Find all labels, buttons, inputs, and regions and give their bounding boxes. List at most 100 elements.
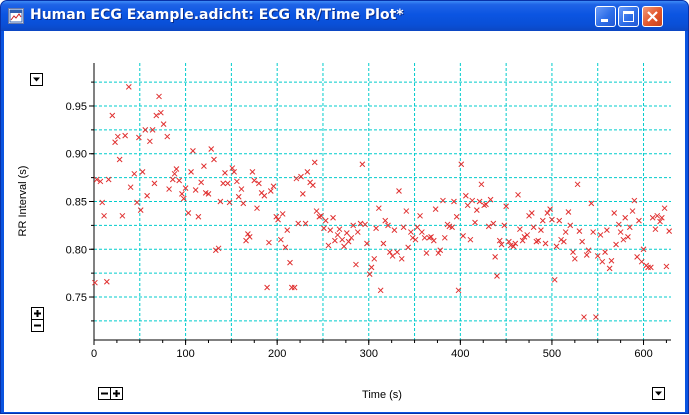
data-point xyxy=(336,226,343,233)
data-point xyxy=(318,212,324,219)
x-tick-label: 500 xyxy=(543,348,561,360)
data-point xyxy=(270,183,277,190)
window-title: Human ECG Example.adicht: ECG RR/Time Pl… xyxy=(30,7,404,23)
data-point xyxy=(501,222,508,229)
data-point xyxy=(101,212,107,219)
data-point xyxy=(267,188,274,194)
data-point xyxy=(284,227,291,234)
data-point xyxy=(299,191,306,197)
y-zoom-out-button[interactable] xyxy=(31,319,44,332)
data-point xyxy=(127,184,134,191)
data-point xyxy=(321,225,327,232)
data-point xyxy=(114,133,121,140)
data-point xyxy=(652,226,659,233)
x-tick-label: 600 xyxy=(634,348,652,360)
data-point xyxy=(588,200,595,207)
data-point xyxy=(357,220,364,227)
data-point xyxy=(613,241,619,248)
data-point xyxy=(353,261,359,268)
data-point xyxy=(441,234,448,241)
data-point xyxy=(327,227,334,234)
data-point xyxy=(125,84,132,90)
data-point xyxy=(142,127,149,133)
x-axis-title: Time (s) xyxy=(362,389,402,401)
data-point xyxy=(330,214,336,221)
data-point xyxy=(382,217,389,224)
data-point xyxy=(266,239,272,246)
data-point xyxy=(366,271,373,277)
data-point xyxy=(251,177,258,184)
data-point xyxy=(201,163,207,170)
data-point xyxy=(293,175,300,182)
data-point xyxy=(166,186,172,192)
data-point xyxy=(634,254,640,260)
x-scale-menu-button[interactable] xyxy=(652,387,665,400)
data-point xyxy=(164,133,171,140)
data-point xyxy=(282,244,289,251)
grid-layer xyxy=(94,63,671,340)
y-scale-menu-button[interactable] xyxy=(30,73,43,86)
x-zoom-in-button[interactable] xyxy=(110,387,123,400)
data-point xyxy=(403,208,410,214)
data-point xyxy=(245,231,251,237)
data-point xyxy=(298,173,304,180)
data-point xyxy=(386,249,393,255)
data-point xyxy=(238,186,245,192)
y-tick-label: 0.80 xyxy=(66,244,87,256)
data-point xyxy=(375,205,382,212)
data-point xyxy=(254,205,260,212)
data-point xyxy=(99,199,106,206)
data-point xyxy=(176,177,183,184)
data-point xyxy=(149,127,156,133)
data-point xyxy=(348,234,355,241)
data-point xyxy=(597,232,604,238)
data-point xyxy=(229,165,236,171)
data-point xyxy=(428,233,434,240)
data-point xyxy=(398,255,405,262)
data-point xyxy=(261,192,268,199)
data-point xyxy=(530,224,537,231)
data-point xyxy=(604,227,610,234)
data-point xyxy=(464,202,471,209)
minus-icon xyxy=(34,324,41,327)
data-point xyxy=(517,226,523,233)
data-point xyxy=(535,237,542,244)
data-point xyxy=(325,242,332,249)
data-point xyxy=(515,191,521,198)
data-point xyxy=(345,238,352,245)
data-point xyxy=(506,238,512,245)
close-button[interactable] xyxy=(642,6,663,27)
data-point xyxy=(316,213,323,220)
data-point xyxy=(626,224,633,231)
data-point xyxy=(625,233,631,240)
data-point xyxy=(405,244,411,251)
maximize-icon xyxy=(623,11,634,22)
data-point xyxy=(373,225,379,232)
data-point xyxy=(339,236,346,243)
data-point xyxy=(538,227,544,234)
data-point xyxy=(524,232,531,238)
data-point xyxy=(246,233,253,240)
maximize-button[interactable] xyxy=(618,6,639,27)
minimize-button[interactable] xyxy=(595,6,616,27)
data-point xyxy=(510,243,517,250)
data-point xyxy=(341,243,347,250)
data-point xyxy=(539,217,546,224)
data-point xyxy=(105,176,112,183)
data-point xyxy=(472,219,478,226)
data-point xyxy=(430,237,437,244)
data-point xyxy=(97,178,104,185)
data-point xyxy=(185,210,192,216)
data-point xyxy=(205,191,212,197)
data-point xyxy=(576,228,583,234)
data-point xyxy=(147,138,153,145)
data-point xyxy=(389,253,396,259)
title-bar[interactable]: Human ECG Example.adicht: ECG RR/Time Pl… xyxy=(1,1,688,31)
data-point xyxy=(631,197,638,204)
chart-document-icon[interactable] xyxy=(8,8,24,24)
x-tick-label: 100 xyxy=(176,348,194,360)
data-point xyxy=(182,185,189,191)
data-point xyxy=(304,169,311,175)
data-point xyxy=(583,252,590,258)
